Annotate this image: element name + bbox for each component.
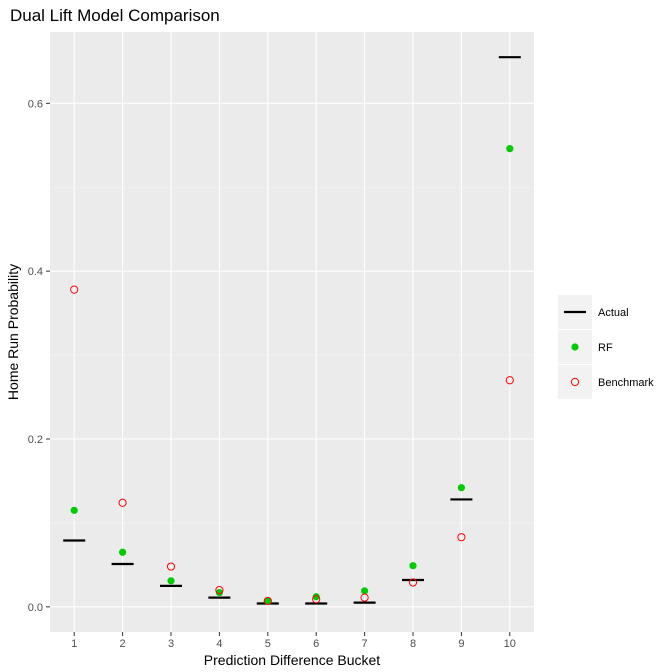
benchmark-point [215, 585, 224, 595]
x-tick-label: 4 [216, 638, 222, 650]
rf-point [312, 593, 320, 601]
legend-key-benchmark [570, 377, 580, 387]
x-tick-label: 10 [504, 638, 516, 650]
chart-title: Dual Lift Model Comparison [10, 6, 220, 25]
y-tick-label: 0.6 [28, 98, 43, 110]
benchmark-point [70, 285, 79, 294]
y-tick-label: 0.0 [28, 602, 43, 614]
benchmark-point [118, 498, 127, 507]
y-axis: 0.0 0.2 0.4 0.6 [28, 98, 50, 614]
x-tick-label: 7 [362, 638, 368, 650]
benchmark-point [457, 533, 466, 542]
x-axis-title: Prediction Difference Bucket [204, 652, 380, 668]
rf-point [215, 588, 223, 597]
benchmark-point [166, 562, 176, 571]
legend-label: RF [598, 342, 613, 354]
rf-point [264, 597, 272, 605]
x-tick-label: 1 [71, 638, 77, 650]
rf-point [361, 587, 369, 595]
legend-key-rf [571, 343, 579, 351]
x-axis: 1 2 3 4 5 6 7 8 9 10 [71, 632, 516, 650]
legend-key-bg [558, 365, 592, 399]
benchmark-point [505, 376, 514, 385]
grid-lines [50, 32, 534, 632]
x-tick-label: 2 [120, 638, 126, 650]
rf-point [409, 562, 417, 570]
y-tick-label: 0.2 [28, 434, 43, 446]
rf-point [70, 506, 78, 514]
x-tick-label: 5 [265, 638, 271, 650]
legend-label: Actual [598, 307, 629, 319]
rf-point [119, 548, 127, 556]
rf-point [506, 145, 514, 153]
data-marks [63, 56, 521, 606]
y-axis-title: Home Run Probability [5, 264, 21, 400]
rf-point [457, 484, 465, 492]
y-tick-label: 0.4 [28, 266, 43, 278]
benchmark-point [408, 578, 418, 587]
x-tick-label: 3 [168, 638, 174, 650]
benchmark-point [360, 593, 369, 602]
legend: Actual RF Benchmark [558, 295, 654, 399]
rf-point [167, 577, 175, 585]
plot-panel [50, 32, 534, 632]
x-tick-label: 8 [410, 638, 416, 650]
benchmark-point [312, 595, 321, 604]
benchmark-point [263, 596, 272, 606]
x-tick-label: 6 [313, 638, 319, 650]
legend-label: Benchmark [598, 377, 654, 389]
x-tick-label: 9 [458, 638, 464, 650]
